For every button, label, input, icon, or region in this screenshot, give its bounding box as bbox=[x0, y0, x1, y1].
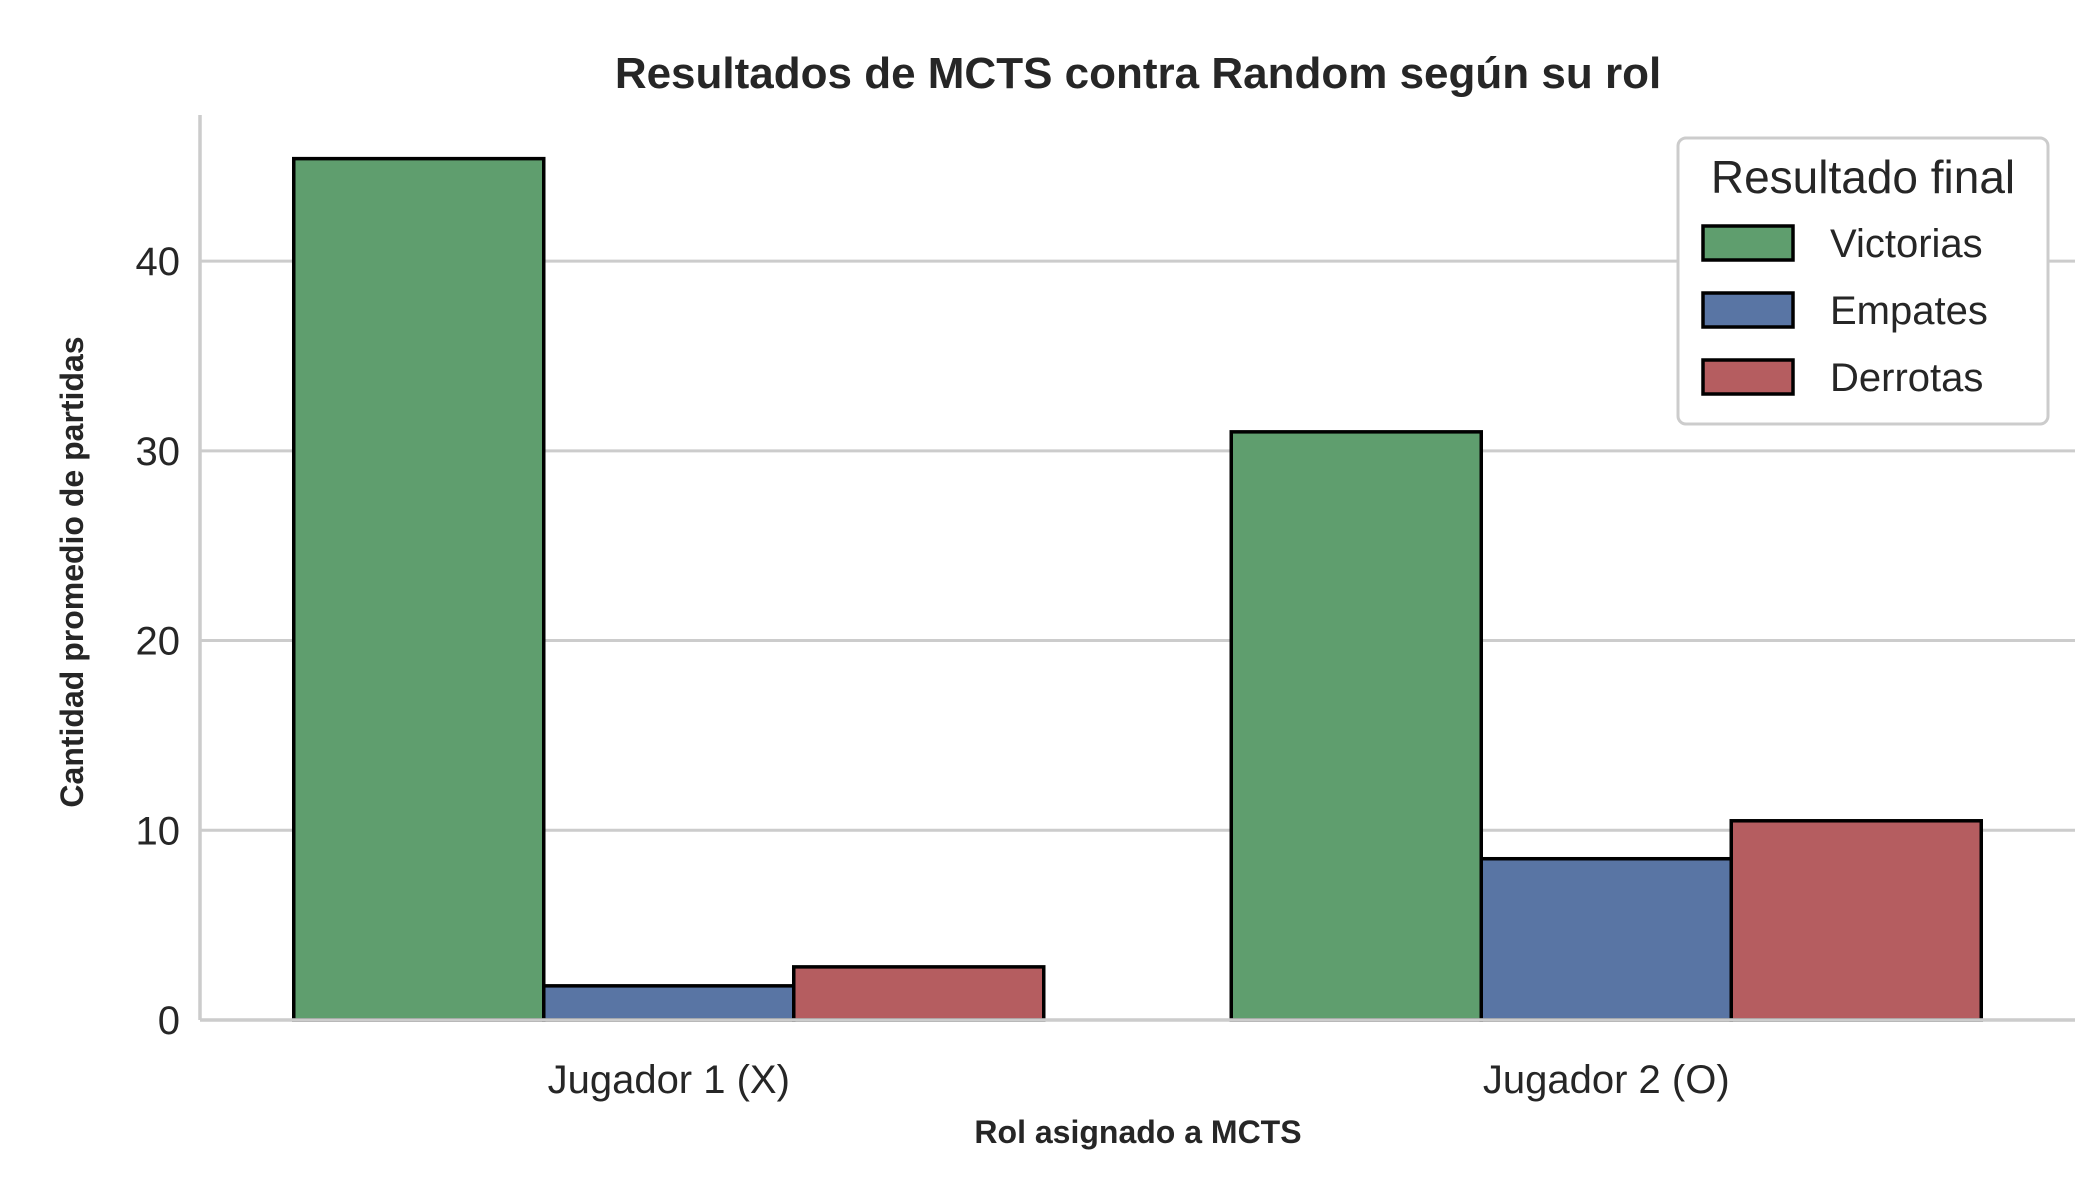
legend-swatch-empates bbox=[1701, 291, 1795, 329]
x-tick-labels: Jugador 1 (X) Jugador 2 (O) bbox=[548, 1058, 1730, 1102]
bar-empates-2 bbox=[1479, 856, 1733, 1022]
bar-derrotas-2 bbox=[1729, 819, 1983, 1022]
legend-label-empates: Empates bbox=[1830, 289, 1988, 333]
legend-title: Resultado final bbox=[1711, 151, 2015, 203]
y-tick-label: 10 bbox=[136, 809, 181, 853]
legend-items: Victorias Empates Derrotas bbox=[1701, 222, 1988, 400]
bar-empates-1 bbox=[542, 984, 796, 1022]
y-tick-label: 30 bbox=[136, 430, 181, 474]
y-tick-labels: 0 10 20 30 40 bbox=[136, 240, 181, 1043]
legend-box bbox=[1676, 136, 2050, 426]
x-axis-label: Rol asignado a MCTS bbox=[974, 1114, 1301, 1150]
y-tick-label: 20 bbox=[136, 620, 181, 664]
y-tick-label: 0 bbox=[158, 999, 180, 1043]
bar-victorias-1 bbox=[292, 156, 546, 1022]
x-tick-label: Jugador 2 (O) bbox=[1483, 1058, 1730, 1102]
legend: Resultado final Victorias Empates Derrotas bbox=[1676, 136, 2050, 426]
legend-swatch-derrotas bbox=[1701, 358, 1795, 396]
y-tick-label: 40 bbox=[136, 240, 181, 284]
legend-label-victorias: Victorias bbox=[1830, 222, 1983, 266]
bar-derrotas-1 bbox=[792, 965, 1046, 1022]
y-axis-label: Cantidad promedio de partidas bbox=[54, 336, 90, 807]
x-tick-label: Jugador 1 (X) bbox=[548, 1058, 790, 1102]
legend-swatch-victorias bbox=[1701, 224, 1795, 262]
bars bbox=[292, 156, 1983, 1022]
legend-label-derrotas: Derrotas bbox=[1830, 356, 1983, 400]
bar-victorias-2 bbox=[1229, 430, 1483, 1022]
chart-title: Resultados de MCTS contra Random según s… bbox=[615, 49, 1661, 98]
